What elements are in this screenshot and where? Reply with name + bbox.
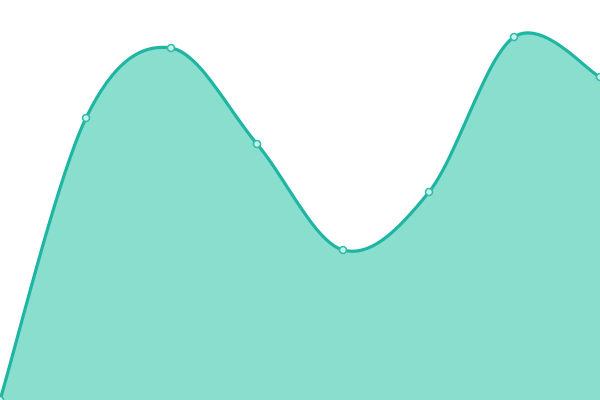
data-point-marker [81,113,91,123]
area-fill [0,32,600,400]
series-line [0,31,600,400]
data-point-markers [0,32,600,400]
data-point-marker [0,395,5,400]
data-point-marker [252,139,262,149]
data-point-marker [595,72,600,82]
data-point-marker [509,32,519,42]
data-point-marker [166,43,176,53]
data-point-marker [424,187,434,197]
data-point-marker [338,245,348,255]
